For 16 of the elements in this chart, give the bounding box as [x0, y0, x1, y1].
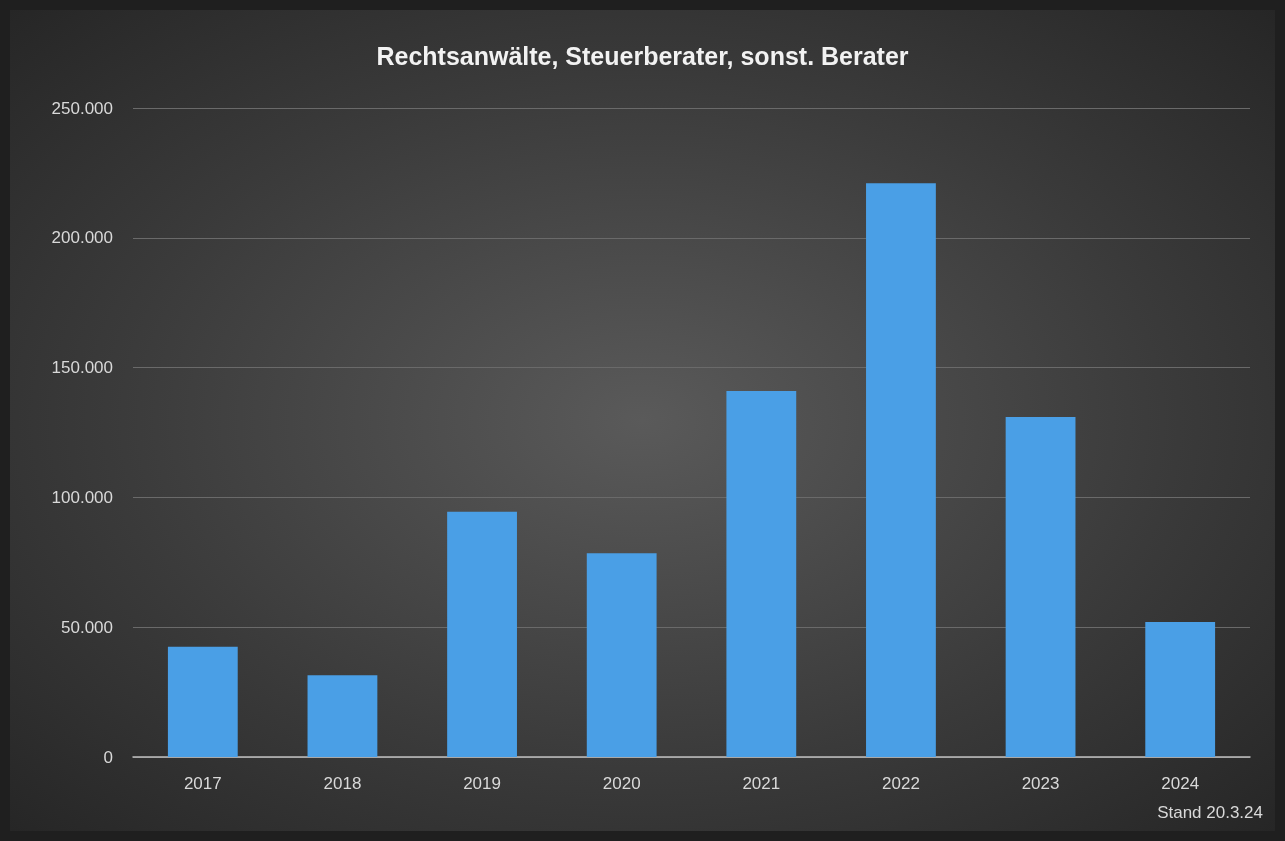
text: Stand 20.3.24 [1157, 803, 1264, 822]
chart-title: Rechtsanwälte, Steuerberater, sonst. Berater [376, 41, 909, 70]
y-tick-label: 50.000 [61, 617, 113, 637]
x-tick-label: 2019 [463, 774, 501, 793]
x-tick-label: 2022 [882, 774, 920, 793]
y-tick-label: 250.000 [51, 98, 113, 118]
y-tick-label: 100.000 [51, 487, 113, 507]
y-tick-label: 200.000 [51, 228, 113, 248]
x-tick-label: 2021 [742, 774, 781, 793]
x-tick-label: 2023 [1021, 774, 1060, 793]
x-tick-label: 2020 [602, 774, 641, 793]
x-tick-label: 2017 [183, 774, 222, 793]
y-tick-label: 0 [103, 747, 113, 767]
x-tick-label: 2018 [323, 774, 362, 793]
x-tick-label: 2024 [1161, 774, 1200, 793]
y-tick-label: 150.000 [51, 358, 113, 378]
